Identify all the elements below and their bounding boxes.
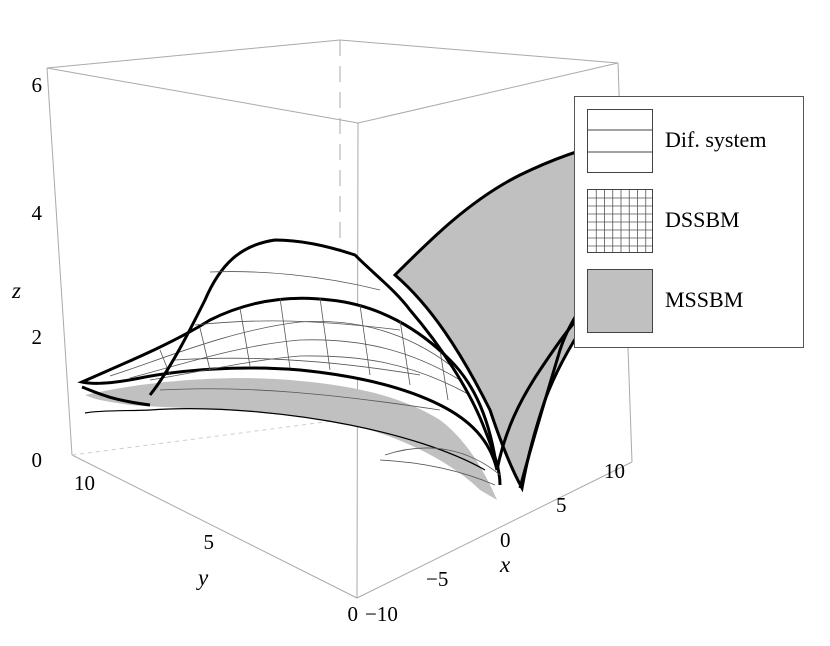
legend-label-dssbm: DSSBM — [665, 207, 740, 232]
surface-dif-system — [81, 238, 613, 489]
x-tick-10: 10 — [604, 459, 625, 483]
legend-label-mssbm: MSSBM — [665, 287, 744, 312]
x-tick-labels: −10 −5 0 5 10 — [365, 459, 625, 626]
z-tick-labels: 0 2 4 6 — [32, 73, 43, 472]
z-tick-4: 4 — [32, 201, 43, 225]
x-tick-5: 5 — [556, 493, 567, 517]
x-tick-0: 0 — [500, 528, 511, 552]
legend-swatch-grid — [587, 189, 653, 253]
z-tick-2: 2 — [32, 325, 43, 349]
legend: Dif. system DSSBM MSSBM — [574, 96, 804, 348]
z-tick-0: 0 — [32, 448, 43, 472]
legend-swatch-lines — [587, 109, 653, 173]
y-tick-10: 10 — [74, 471, 95, 495]
z-axis-label: z — [11, 278, 21, 303]
y-tick-labels: 10 5 0 — [74, 471, 358, 626]
legend-label-dif-system: Dif. system — [665, 127, 767, 152]
legend-item-mssbm: MSSBM — [587, 269, 799, 335]
x-tick-neg5: −5 — [426, 567, 448, 591]
y-tick-5: 5 — [204, 530, 215, 554]
x-tick-neg10: −10 — [365, 602, 398, 626]
y-axis-label: y — [196, 565, 209, 590]
x-axis-label: x — [499, 552, 511, 577]
legend-item-dssbm: DSSBM — [587, 189, 799, 255]
y-tick-0: 0 — [348, 602, 359, 626]
legend-swatch-solid — [587, 269, 653, 333]
legend-item-dif-system: Dif. system — [587, 109, 799, 175]
z-tick-6: 6 — [32, 73, 43, 97]
